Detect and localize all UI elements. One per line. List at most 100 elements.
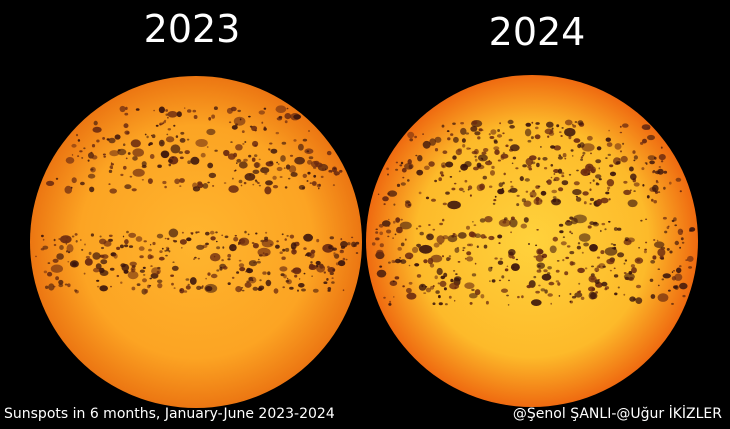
sunspot	[462, 190, 465, 193]
sunspot	[55, 276, 59, 281]
sunspot	[279, 176, 283, 178]
sunspot	[654, 241, 665, 248]
sunspot	[493, 199, 497, 202]
sunspot	[65, 243, 68, 245]
sunspot	[306, 150, 310, 153]
sunspot	[469, 243, 473, 247]
sunspot	[212, 185, 215, 187]
sunspot	[275, 131, 279, 135]
sunspot	[273, 288, 279, 294]
sunspot	[570, 149, 574, 152]
sunspot	[223, 182, 227, 184]
sunspot	[400, 161, 404, 165]
sunspot	[533, 197, 543, 205]
sunspot	[623, 272, 627, 274]
sunspot	[589, 188, 592, 191]
sunspot	[468, 185, 473, 190]
sunspot	[246, 268, 253, 274]
sunspot	[537, 185, 541, 188]
sunspot	[620, 155, 628, 163]
sun-disc	[30, 76, 362, 408]
sunspot	[286, 107, 289, 110]
sunspot	[595, 291, 598, 294]
sunspot	[492, 202, 496, 205]
sunspot	[526, 284, 532, 289]
sunspot	[642, 138, 647, 144]
sunspot	[207, 162, 214, 169]
sunspot	[673, 217, 677, 222]
sunspot	[99, 235, 102, 238]
sunspot	[419, 231, 424, 236]
sunspot	[532, 189, 536, 193]
sunspot	[167, 237, 170, 240]
sunspot	[244, 230, 247, 234]
sunspot	[679, 282, 688, 290]
sunspot	[581, 143, 595, 152]
sunspot	[171, 265, 179, 271]
sunspot	[530, 195, 534, 198]
sunspot	[596, 256, 601, 259]
sunspot	[132, 148, 144, 157]
sunspot	[441, 124, 445, 128]
sunspot	[564, 271, 569, 276]
sunspot	[669, 250, 673, 254]
sunspot	[607, 153, 611, 156]
sunspot	[238, 179, 243, 184]
sunspot	[478, 128, 483, 132]
sunspot	[114, 134, 121, 140]
sunspot	[560, 171, 565, 175]
sunspot	[178, 151, 183, 154]
sunspot	[497, 260, 504, 265]
sunspot	[536, 248, 543, 255]
sunspot	[387, 235, 390, 238]
sunspot	[508, 249, 516, 256]
sunspot	[291, 249, 297, 255]
sunspot	[158, 106, 165, 114]
sunspot	[170, 144, 181, 154]
sunspot	[641, 124, 651, 130]
sunspot	[42, 238, 45, 241]
sunspot	[439, 280, 447, 287]
sunspots	[371, 119, 696, 306]
sunspot	[144, 289, 149, 294]
sunspot	[141, 179, 144, 181]
sunspot	[213, 106, 218, 110]
sunspot	[547, 135, 550, 138]
sunspot	[541, 255, 544, 258]
sunspot	[469, 194, 472, 197]
sunspot	[249, 174, 251, 176]
sunspot	[235, 286, 242, 293]
sunspot	[234, 169, 237, 172]
sunspot	[641, 167, 645, 171]
sunspot	[652, 184, 659, 192]
sunspot	[651, 198, 654, 202]
sunspot	[474, 262, 477, 265]
sunspot	[233, 152, 238, 158]
sunspot	[679, 190, 682, 193]
sunspot	[253, 162, 261, 168]
sunspot	[71, 235, 75, 238]
sunspot	[619, 125, 622, 128]
sunspot	[101, 246, 104, 250]
sunspot	[388, 303, 392, 306]
sunspot	[286, 277, 289, 280]
sunspot	[233, 247, 236, 250]
sunspot	[474, 155, 477, 158]
sunspot	[272, 185, 279, 189]
sunspot	[649, 278, 654, 282]
sunspot	[644, 248, 647, 251]
sunspot	[454, 276, 462, 282]
sunspot	[165, 246, 169, 249]
sunspot	[151, 267, 161, 275]
sunspot	[158, 256, 165, 261]
sunspot	[464, 257, 467, 260]
sunspot	[75, 240, 78, 243]
sunspot	[193, 258, 196, 260]
sunspot	[525, 157, 533, 166]
sunspot	[580, 296, 585, 300]
sunspot	[599, 229, 602, 233]
sunspot	[77, 155, 80, 158]
sunspot	[503, 172, 506, 176]
sunspot	[453, 270, 456, 272]
sunspot	[80, 181, 85, 186]
